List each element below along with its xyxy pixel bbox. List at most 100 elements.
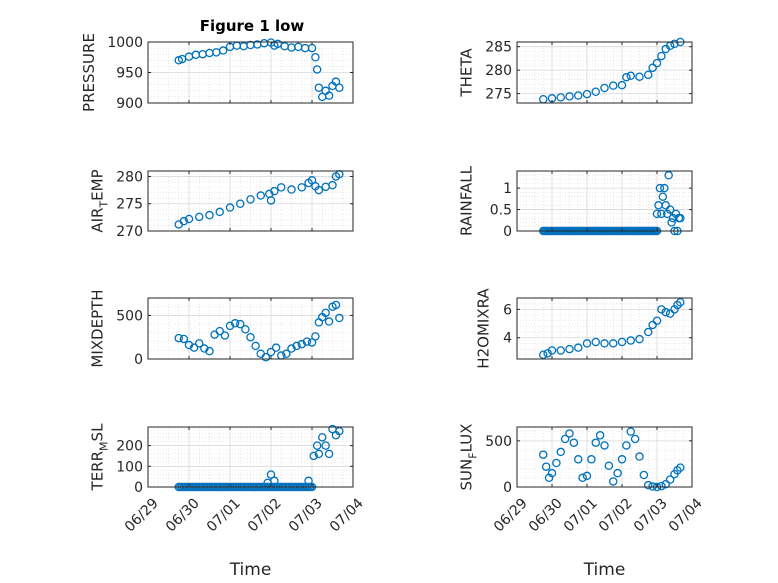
data-point xyxy=(560,434,570,444)
y-tick-label: 200 xyxy=(116,439,143,455)
data-point xyxy=(302,337,312,346)
y-tick-label: 1 xyxy=(503,181,512,197)
data-point xyxy=(609,477,618,486)
y-tick-label: 275 xyxy=(485,87,512,103)
data-point xyxy=(311,332,320,341)
data-point xyxy=(655,183,665,193)
data-point xyxy=(276,183,286,192)
data-point xyxy=(324,449,334,459)
y-axis-label: H2OMIXRA xyxy=(475,288,493,369)
data-point xyxy=(644,480,653,490)
data-point xyxy=(587,455,596,464)
data-point xyxy=(256,191,265,200)
y-tick-label: 6 xyxy=(503,302,512,318)
data-point xyxy=(335,313,344,323)
subplot-rainfall: 0 0.5 1 RAINFALL xyxy=(458,165,693,240)
data-point xyxy=(569,438,579,447)
data-point xyxy=(314,449,324,459)
data-point xyxy=(660,183,669,193)
y-tick-label: 4 xyxy=(503,331,512,347)
data-point xyxy=(591,87,601,96)
data-point xyxy=(617,455,627,464)
data-point xyxy=(676,298,685,307)
data-point xyxy=(630,434,640,444)
data-point xyxy=(652,58,662,68)
y-tick-label: 280 xyxy=(485,63,512,79)
y-tick-label: 0 xyxy=(503,224,512,240)
data-point xyxy=(331,300,341,310)
y-axis-label: AIRTEMP xyxy=(89,169,111,232)
data-point xyxy=(194,339,204,348)
data-point xyxy=(665,309,675,318)
data-point xyxy=(215,326,224,336)
axis-box xyxy=(516,41,693,104)
y-tick-label: 0 xyxy=(503,480,512,496)
y-tick-label: 950 xyxy=(116,66,143,82)
data-point xyxy=(309,451,318,461)
data-point xyxy=(312,441,322,450)
subplot-theta: 275 280 285 THETA xyxy=(458,37,693,104)
subplot-air-temp: 270 275 280 AIRTEMP xyxy=(89,169,354,240)
data-point xyxy=(312,65,322,74)
data-point xyxy=(635,452,644,461)
data-point xyxy=(225,321,235,331)
data-point xyxy=(270,186,279,196)
data-point xyxy=(266,347,276,357)
data-point xyxy=(215,207,224,217)
data-point xyxy=(539,450,548,459)
data-point xyxy=(174,333,183,343)
figure-title: Figure 1 low xyxy=(200,17,305,35)
data-point xyxy=(324,317,334,326)
data-point xyxy=(235,199,245,208)
data-point xyxy=(665,205,675,214)
data-point xyxy=(547,468,557,478)
data-point xyxy=(626,427,636,436)
y-tick-label: 0.5 xyxy=(490,203,512,219)
axis-box xyxy=(147,297,354,360)
x-axis-label: Time xyxy=(583,560,626,580)
data-point xyxy=(657,51,666,61)
data-point xyxy=(189,343,199,352)
data-point xyxy=(578,473,587,483)
x-axis-label: Time xyxy=(229,560,272,580)
data-point xyxy=(591,337,601,347)
data-point xyxy=(604,461,614,471)
data-point xyxy=(200,344,209,353)
data-point xyxy=(184,340,194,350)
data-point xyxy=(205,346,214,356)
data-point xyxy=(676,213,685,223)
y-tick-label: 285 xyxy=(485,40,512,56)
data-point xyxy=(314,185,324,195)
y-tick-label: 275 xyxy=(116,197,143,213)
y-axis-label: SUNFLUX xyxy=(458,424,480,491)
data-point xyxy=(648,63,657,73)
data-point xyxy=(652,316,662,325)
data-point xyxy=(335,83,344,93)
data-point xyxy=(657,209,666,219)
data-point xyxy=(556,447,566,457)
data-point xyxy=(626,336,636,345)
data-point xyxy=(657,305,666,314)
data-point xyxy=(617,80,627,90)
data-point xyxy=(287,344,296,353)
data-point xyxy=(543,349,552,358)
data-point xyxy=(251,341,260,351)
data-point xyxy=(574,455,583,464)
data-point xyxy=(665,475,675,484)
data-point xyxy=(582,471,592,481)
data-point xyxy=(670,39,679,49)
data-point xyxy=(321,308,330,318)
data-point xyxy=(639,470,649,480)
data-point xyxy=(582,89,592,99)
data-point xyxy=(292,341,301,351)
data-point xyxy=(246,332,255,342)
data-point xyxy=(317,433,327,442)
data-point xyxy=(179,216,189,226)
y-tick-label: 500 xyxy=(116,308,143,324)
data-point xyxy=(556,346,566,355)
data-point xyxy=(676,463,685,472)
data-point xyxy=(574,91,583,100)
data-point xyxy=(241,325,250,334)
